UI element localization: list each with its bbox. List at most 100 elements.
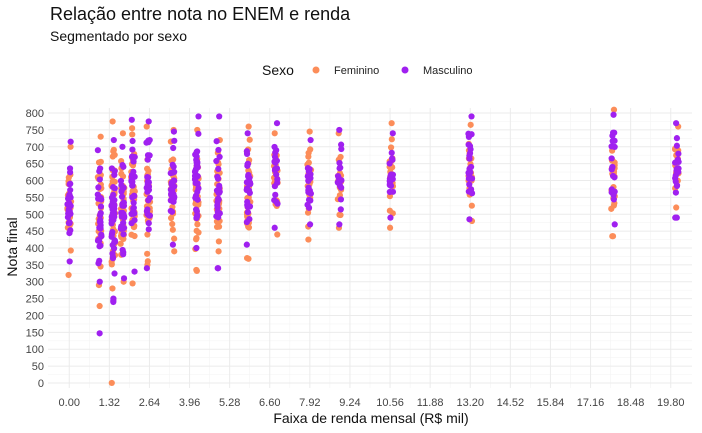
y-tick-label: 600 [26,176,44,188]
scatter-point [675,150,682,157]
scatter-point [143,265,150,272]
scatter-point [305,196,313,203]
y-axis-title: Nota final [4,217,20,276]
series-feminino [64,106,682,387]
x-tick-label: 17.16 [577,397,605,409]
scatter-point [129,280,136,287]
x-tick-label: 3.96 [179,397,200,409]
scatter-point [216,153,223,160]
scatter-point [169,192,176,199]
y-tick-label: 700 [26,142,44,154]
scatter-point [304,209,312,216]
scatter-point [244,130,251,137]
scatter-point [131,232,138,240]
scatter-point [128,116,135,123]
scatter-point [111,171,118,178]
scatter-point [609,137,616,145]
x-axis-ticks: 0.00 1.32 2.64 3.96 5.28 6.60 7.92 9.24 10.56 11.… [59,397,685,409]
scatter-point [246,136,253,143]
scatter-point [466,216,473,223]
x-tick-label: 11.88 [417,397,444,409]
scatter-point [144,187,151,194]
scatter-point [304,173,311,180]
scatter-point [94,147,101,154]
x-tick-label: 5.28 [219,397,240,409]
scatter-point [244,161,251,168]
legend-label-masculino: Masculino [423,65,473,77]
scatter-point [216,182,223,189]
scatter-point [466,155,473,162]
scatter-point [466,181,473,188]
legend-swatch-masculino [401,66,409,74]
scatter-point [146,212,154,219]
scatter-point [195,229,202,236]
scatter-point [467,169,474,176]
scatter-point [110,184,117,191]
scatter-point [243,241,250,248]
scatter-point [213,138,220,145]
scatter-point [609,233,617,240]
scatter-point [672,159,679,166]
scatter-point [272,191,279,198]
scatter-point [215,238,222,245]
scatter-point [111,238,119,245]
scatter-point [96,302,103,310]
y-tick-label: 750 [26,125,44,137]
scatter-point [129,137,136,145]
y-tick-label: 450 [26,226,44,238]
scatter-point [67,186,74,194]
scatter-point [97,219,104,226]
scatter-point [118,224,125,231]
scatter-point [610,106,618,113]
scatter-point [97,194,104,202]
scatter-point [118,182,125,189]
scatter-point [307,190,314,197]
scatter-point [171,137,178,144]
scatter-point [108,194,116,201]
scatter-point [145,118,152,125]
scatter-point [144,258,151,265]
y-tick-label: 550 [26,192,44,204]
scatter-point [193,149,200,156]
scatter-point [129,131,136,138]
scatter-point [193,213,201,220]
scatter-point [673,120,680,127]
scatter-point [245,173,252,180]
scatter-point [305,236,312,243]
y-tick-label: 100 [26,344,44,356]
scatter-point [96,257,103,264]
scatter-point [170,156,177,163]
scatter-point [144,156,151,163]
scatter-point [386,180,394,187]
scatter-point [171,235,178,242]
scatter-point [213,223,221,231]
scatter-point [170,144,177,152]
scatter-point [304,165,312,172]
scatter-point [97,158,104,165]
scatter-point [673,142,680,149]
legend: Sexo Feminino Masculino [262,62,473,78]
scatter-point [108,261,115,268]
scatter-point [120,199,127,206]
y-tick-label: 200 [26,310,44,322]
scatter-point [109,118,116,125]
scatter-point [673,204,680,211]
series-masculino [64,111,682,337]
scatter-point [144,179,152,187]
scatter-point [168,179,175,186]
scatter-point [130,158,137,165]
scatter-point [131,193,138,200]
scatter-point [65,271,72,279]
scatter-point [246,216,253,223]
scatter-point [169,161,176,168]
scatter-point [109,285,116,292]
scatter-point [65,174,72,181]
scatter-point [307,146,314,153]
scatter-point [119,130,127,137]
x-tick-label: 1.32 [99,397,120,409]
scatter-point [608,166,615,173]
scatter-point [144,231,151,238]
scatter-point [214,175,222,182]
scatter-point [66,165,74,172]
